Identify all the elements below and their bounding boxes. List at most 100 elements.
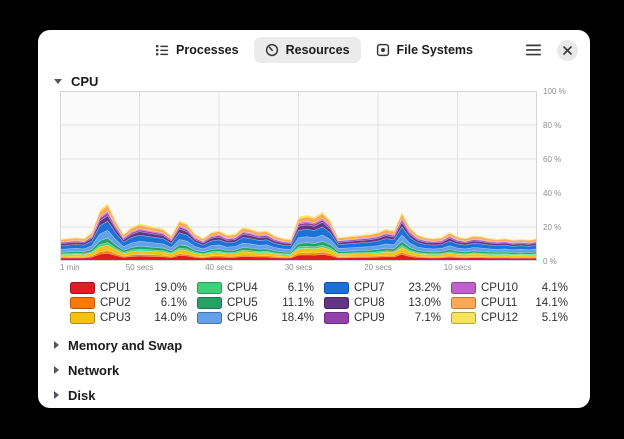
header-controls	[522, 30, 578, 70]
y-tick-label: 80 %	[543, 121, 562, 130]
y-tick-label: 40 %	[543, 189, 562, 198]
legend-cpu-name: CPU4	[227, 281, 258, 294]
legend-cpu-name: CPU3	[100, 311, 131, 324]
y-tick-label: 0 %	[543, 257, 557, 266]
legend-cpu-name: CPU5	[227, 296, 258, 309]
system-monitor-window: Processes Resources File Systems	[38, 30, 590, 408]
legend-cpu-value: 7.1%	[414, 311, 441, 324]
legend-cpu-value: 4.1%	[541, 281, 568, 294]
tab-processes-label: Processes	[176, 43, 239, 57]
legend-item-cpu4: CPU4 6.1%	[197, 281, 314, 294]
network-section-expander[interactable]: Network	[38, 361, 590, 379]
chevron-right-icon	[54, 391, 59, 399]
legend-cpu-value: 23.2%	[408, 281, 441, 294]
legend-cpu-value: 13.0%	[408, 296, 441, 309]
close-icon	[563, 45, 572, 55]
cpu-legend: CPU1 19.0% CPU2 6.1% CPU3 14.0% CPU4 6.1% CPU5 11…	[70, 281, 590, 324]
tab-file-systems-label: File Systems	[396, 43, 473, 57]
cpu1-area	[60, 252, 537, 261]
legend-cpu-value: 5.1%	[541, 311, 568, 324]
legend-cpu-name: CPU1	[100, 281, 131, 294]
legend-item-cpu1: CPU1 19.0%	[70, 281, 187, 294]
legend-item-cpu3: CPU3 14.0%	[70, 311, 187, 324]
x-tick-label: 30 secs	[284, 263, 313, 272]
legend-cpu-name: CPU6	[227, 311, 258, 324]
legend-item-cpu12: CPU12 5.1%	[451, 311, 568, 324]
cpu11-color-swatch	[451, 296, 476, 309]
legend-cpu-value: 11.1%	[282, 296, 314, 309]
legend-item-cpu2: CPU2 6.1%	[70, 296, 187, 309]
collapsed-sections: Memory and Swap Network Disk	[38, 336, 590, 404]
legend-item-cpu8: CPU8 13.0%	[324, 296, 441, 309]
hamburger-menu-button[interactable]	[522, 39, 544, 61]
close-button[interactable]	[557, 39, 578, 61]
headerbar: Processes Resources File Systems	[38, 30, 590, 70]
chevron-right-icon	[54, 341, 59, 349]
gauge-icon	[265, 43, 278, 57]
legend-cpu-value: 6.1%	[287, 281, 314, 294]
cpu5-color-swatch	[197, 296, 222, 309]
legend-cpu-value: 6.1%	[160, 296, 187, 309]
legend-cpu-name: CPU7	[354, 281, 385, 294]
x-tick-label: 50 secs	[125, 263, 154, 272]
x-tick-label: 20 secs	[364, 263, 392, 272]
cpu4-area	[60, 242, 537, 256]
cpu10-color-swatch	[451, 281, 476, 294]
process-list-icon	[156, 45, 169, 56]
cpu6-color-swatch	[197, 311, 222, 324]
legend-column: CPU1 19.0% CPU2 6.1% CPU3 14.0%	[70, 281, 187, 324]
tab-processes[interactable]: Processes	[144, 37, 250, 63]
cpu4-color-swatch	[197, 281, 222, 294]
cpu-section-label: CPU	[71, 73, 99, 89]
cpu9-color-swatch	[324, 311, 349, 324]
legend-cpu-value: 14.1%	[535, 296, 568, 309]
legend-item-cpu9: CPU9 7.1%	[324, 311, 441, 324]
legend-item-cpu11: CPU11 14.1%	[451, 296, 568, 309]
legend-cpu-value: 18.4%	[281, 311, 314, 324]
x-tick-label: 10 secs	[443, 263, 472, 272]
y-tick-label: 100 %	[543, 87, 566, 96]
cpu3-color-swatch	[70, 311, 95, 324]
harddisk-icon	[376, 43, 389, 57]
cpu1-color-swatch	[70, 281, 95, 294]
legend-item-cpu10: CPU10 4.1%	[451, 281, 568, 294]
disk-section-expander[interactable]: Disk	[38, 386, 590, 404]
cpu2-color-swatch	[70, 296, 95, 309]
view-switcher: Processes Resources File Systems	[144, 37, 484, 63]
tab-resources[interactable]: Resources	[253, 37, 361, 63]
cpu-usage-chart: 100 % 80 % 60 % 40 % 20 % 0 %	[60, 87, 566, 266]
disk-section-label: Disk	[68, 387, 96, 403]
legend-cpu-name: CPU9	[354, 311, 385, 324]
cpu9-area	[60, 212, 537, 245]
chevron-right-icon	[54, 366, 59, 374]
x-axis-labels: 1 min 50 secs 40 secs 30 secs 20 secs 10 secs	[60, 261, 537, 274]
legend-cpu-name: CPU8	[354, 296, 385, 309]
legend-item-cpu7: CPU7 23.2%	[324, 281, 441, 294]
legend-cpu-name: CPU10	[481, 281, 519, 294]
cpu7-color-swatch	[324, 281, 349, 294]
tab-file-systems[interactable]: File Systems	[365, 37, 484, 63]
legend-column: CPU4 6.1% CPU5 11.1% CPU6 18.4%	[197, 281, 314, 324]
cpu12-color-swatch	[451, 311, 476, 324]
cpu8-area	[60, 215, 537, 247]
legend-item-cpu5: CPU5 11.1%	[197, 296, 314, 309]
legend-column: CPU7 23.2% CPU8 13.0% CPU9 7.1%	[324, 281, 441, 324]
x-tick-label: 40 secs	[205, 263, 233, 272]
cpu8-color-swatch	[324, 296, 349, 309]
legend-cpu-name: CPU12	[481, 311, 519, 324]
legend-cpu-value: 19.0%	[154, 281, 187, 294]
cpu12-area	[60, 202, 537, 241]
memory-section-label: Memory and Swap	[68, 337, 183, 353]
tab-resources-label: Resources	[285, 43, 350, 57]
hamburger-menu-icon	[525, 44, 541, 56]
legend-cpu-value: 14.0%	[154, 311, 187, 324]
cpu-section-expander[interactable]: CPU	[38, 71, 590, 91]
legend-column: CPU10 4.1% CPU11 14.1% CPU12 5.1%	[451, 281, 568, 324]
y-tick-label: 60 %	[543, 155, 562, 164]
memory-section-expander[interactable]: Memory and Swap	[38, 336, 590, 354]
y-tick-label: 20 %	[543, 223, 562, 232]
chevron-down-icon	[54, 78, 62, 84]
legend-cpu-name: CPU2	[100, 296, 131, 309]
network-section-label: Network	[68, 362, 120, 378]
legend-cpu-name: CPU11	[481, 296, 518, 309]
